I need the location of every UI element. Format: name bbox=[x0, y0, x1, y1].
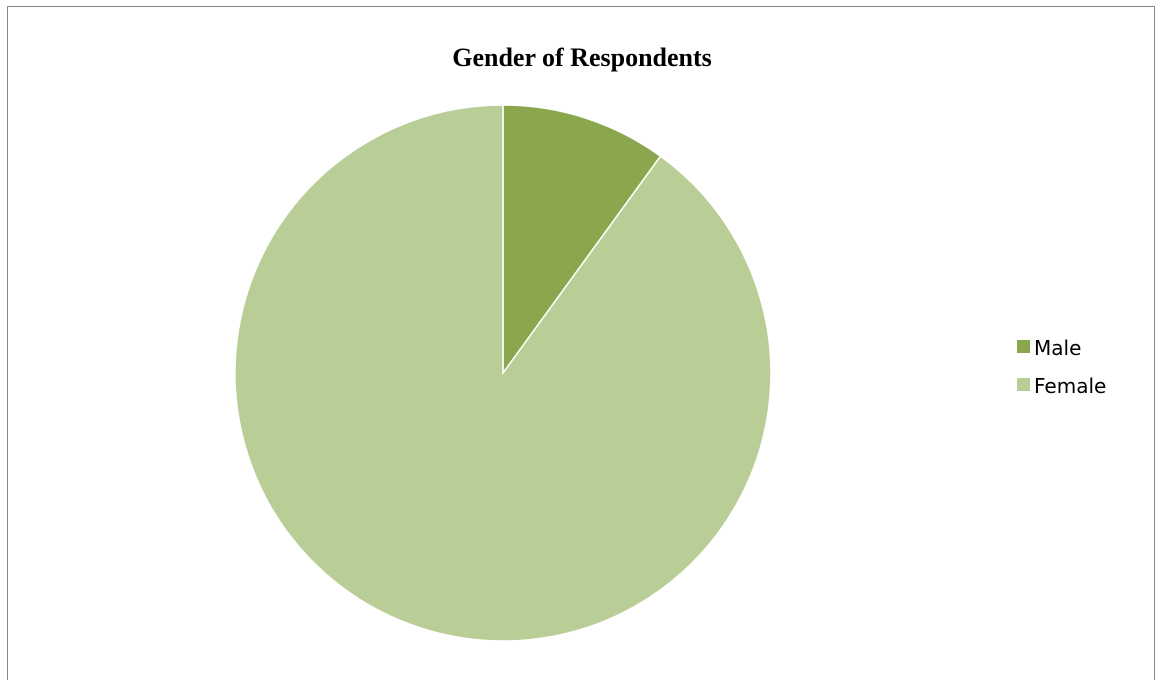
pie-slice-male bbox=[502, 104, 662, 376]
legend-label-female: Female bbox=[1034, 374, 1106, 398]
pie-slices bbox=[234, 104, 772, 642]
chart-legend: Male Female bbox=[1017, 336, 1106, 398]
pie-slice-female bbox=[234, 104, 772, 642]
legend-item-female: Female bbox=[1017, 374, 1106, 398]
chart-title: Gender of Respondents bbox=[452, 43, 712, 72]
legend-swatch-male bbox=[1017, 340, 1030, 353]
legend-label-male: Male bbox=[1034, 336, 1081, 360]
legend-item-male: Male bbox=[1017, 336, 1081, 360]
legend-swatch-female bbox=[1017, 378, 1030, 391]
